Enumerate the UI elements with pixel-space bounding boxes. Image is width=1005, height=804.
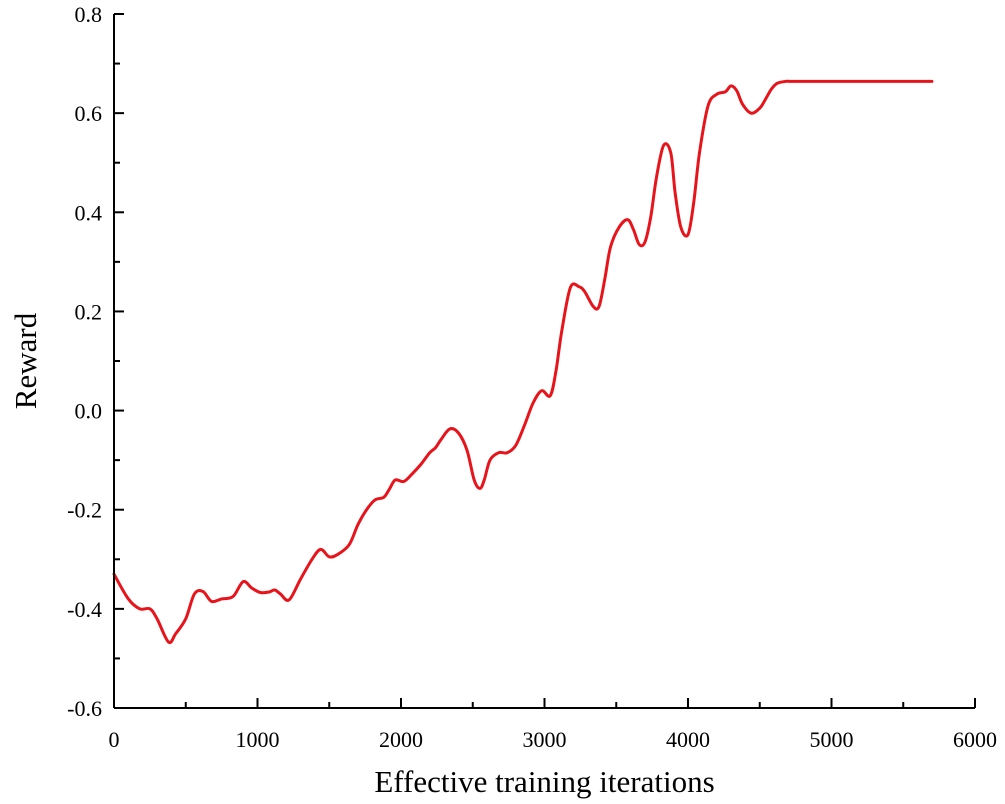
reward-series-line	[112, 79, 934, 645]
x-tick-label: 4000	[666, 727, 710, 752]
y-axis-title: Reward	[8, 312, 43, 409]
y-tick-label: 0.0	[75, 399, 103, 424]
axes	[113, 14, 975, 709]
y-tick-label: 0.8	[75, 2, 103, 27]
plot-area	[112, 79, 934, 645]
y-tick-label: -0.4	[67, 597, 102, 622]
x-axis-title: Effective training iterations	[374, 764, 714, 799]
x-axis-ticks: 0 1000 2000 3000 4000 5000 6000	[109, 698, 997, 752]
x-tick-label: 5000	[810, 727, 854, 752]
x-tick-label: 6000	[953, 727, 997, 752]
x-tick-label: 1000	[236, 727, 280, 752]
x-tick-label: 3000	[523, 727, 567, 752]
y-tick-label: -0.2	[67, 498, 102, 523]
y-tick-label: 0.6	[75, 101, 103, 126]
y-tick-label: 0.4	[75, 200, 103, 225]
y-tick-label: 0.2	[75, 299, 103, 324]
y-tick-label: -0.6	[67, 696, 102, 721]
x-tick-label: 0	[109, 727, 120, 752]
x-tick-label: 2000	[379, 727, 423, 752]
y-axis-ticks: -0.6 -0.4 -0.2 0.0 0.2 0.4 0.6 0.8	[67, 2, 124, 721]
